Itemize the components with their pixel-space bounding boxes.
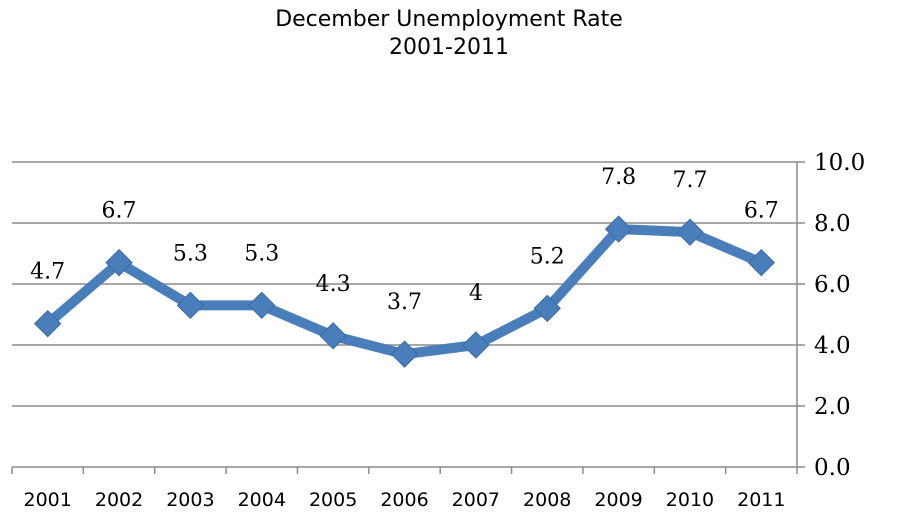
data-label: 4.7 [30,260,65,285]
x-tick-label: 2011 [737,489,785,511]
x-tick-label: 2005 [309,489,357,511]
data-point-marker [319,322,347,350]
x-tick-label: 2009 [594,489,642,511]
x-tick-label: 2004 [238,489,286,511]
chart-title: December Unemployment Rate [275,7,623,32]
data-label: 4 [469,281,483,306]
y-tick-label: 2.0 [814,394,851,420]
data-point-marker [604,215,633,243]
data-label: 6.7 [744,199,779,224]
data-point-marker [248,291,276,320]
data-label: 5.3 [244,241,279,266]
x-tick-label: 2002 [95,489,143,511]
data-labels: 4.7 6.7 5.3 5.3 4.3 3.7 4 5.2 7.8 7.7 6.7 [30,165,779,315]
y-tick-label: 8.0 [814,211,851,237]
y-tick-label: 4.0 [814,333,851,359]
y-tick-label: 10.0 [814,150,865,176]
data-series [33,215,776,368]
x-tick-label: 2007 [452,489,500,511]
data-point-marker [533,294,561,323]
x-tick-label: 2010 [666,489,714,511]
data-label: 5.3 [173,241,208,266]
data-label: 4.3 [316,272,351,297]
data-label: 7.8 [601,165,636,190]
data-point-marker [105,248,133,277]
x-tick-label: 2001 [24,489,72,511]
data-point-marker [33,309,62,338]
data-label: 6.7 [102,199,137,224]
x-axis-tick-labels: 2001 2002 2003 2004 2005 2006 2007 2008 2009 2010… [24,489,786,511]
data-point-marker [176,291,205,320]
y-tick-label: 0.0 [814,455,851,481]
data-point-marker [390,340,419,368]
x-tick-label: 2006 [380,489,428,511]
y-axis-tick-labels: 0.0 2.0 4.0 6.0 8.0 10.0 [814,150,865,481]
data-label: 3.7 [387,290,422,315]
data-label: 5.2 [530,244,565,269]
data-point-marker [462,331,490,359]
x-tick-label: 2008 [523,489,571,511]
data-point-marker [676,218,704,246]
data-point-marker [747,248,776,277]
axes [11,162,798,474]
data-label: 7.7 [672,168,707,193]
y-tick-label: 6.0 [814,272,851,298]
chart-subtitle: 2001-2011 [389,35,509,60]
x-tick-label: 2003 [166,489,214,511]
